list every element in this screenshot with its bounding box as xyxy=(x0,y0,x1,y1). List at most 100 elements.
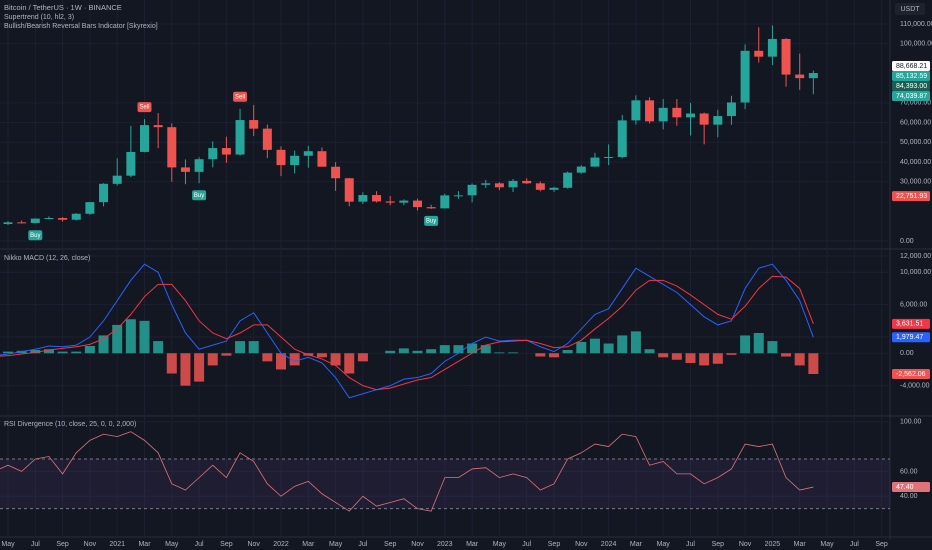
candle-body xyxy=(3,222,13,224)
histogram-bar xyxy=(248,341,259,354)
x-tick-label: May xyxy=(820,541,834,548)
price-label: 1,979.47 xyxy=(896,334,923,341)
rsi-title: RSI Divergence (10, close, 25, 0, 0, 2,0… xyxy=(4,421,136,428)
candle-body xyxy=(631,100,641,121)
y-tick-label: 60.00 xyxy=(900,468,918,475)
histogram-bar xyxy=(494,352,505,354)
x-tick-label: Sep xyxy=(56,541,69,548)
candle-body xyxy=(399,200,409,203)
signal-box xyxy=(192,190,207,201)
x-tick-label: May xyxy=(493,541,507,548)
candle-body xyxy=(508,180,518,188)
histogram-bar xyxy=(289,353,300,366)
y-tick-label: 40.00 xyxy=(900,493,918,500)
candle-body xyxy=(754,50,764,57)
price-label-box xyxy=(892,318,930,329)
candle-body xyxy=(617,120,627,157)
histogram-bar xyxy=(480,345,491,354)
candle-body xyxy=(71,213,81,220)
candle-body xyxy=(167,127,177,168)
candle-body xyxy=(140,125,149,152)
histogram-bar xyxy=(125,319,136,354)
price-label: 84,393.00 xyxy=(896,83,927,90)
histogram-bar xyxy=(781,353,792,357)
currency: USDT xyxy=(900,6,920,13)
candle-body xyxy=(30,218,40,223)
histogram-bar xyxy=(330,353,341,366)
candle-body xyxy=(726,102,736,117)
candle-body xyxy=(180,167,190,172)
candle-body xyxy=(494,183,504,188)
macd-title: Nikko MACD (12, 26, close) xyxy=(4,255,90,262)
y-tick-label: 110,000.00 xyxy=(900,21,932,28)
histogram-bar xyxy=(658,353,669,358)
histogram-bar xyxy=(808,353,819,375)
y-tick-label: 30,000.00 xyxy=(900,179,931,186)
candle-body xyxy=(440,195,450,209)
y-tick-label: 50,000.00 xyxy=(900,139,931,146)
candle-body xyxy=(645,100,655,122)
histogram-bar xyxy=(740,335,751,354)
candle-body xyxy=(153,125,163,128)
price-label: -2,562.06 xyxy=(896,371,926,378)
symbol-title: Bitcoin / TetherUS · 1W · BINANCE xyxy=(4,3,122,12)
x-tick-label: Mar xyxy=(630,541,643,548)
candle-body xyxy=(767,38,777,57)
signal-box xyxy=(28,230,43,241)
y-tick-label: 0.00 xyxy=(900,350,914,357)
histogram-bar xyxy=(767,341,778,354)
candle-body xyxy=(740,50,750,103)
indicator-title: Bullish/Bearish Reversal Bars Indicator … xyxy=(4,23,158,30)
price-label-box xyxy=(892,71,930,82)
signal-label: Sell xyxy=(139,105,149,111)
candle-body xyxy=(317,151,327,167)
price-label-box xyxy=(892,81,930,92)
candle-body xyxy=(781,38,791,75)
candle-body xyxy=(303,151,313,156)
price-label-box xyxy=(892,332,930,343)
candle-body xyxy=(549,187,559,190)
candle-body xyxy=(658,107,668,122)
y-tick-label: -4,000.00 xyxy=(900,382,930,389)
candle-body xyxy=(112,175,122,184)
histogram-bar xyxy=(589,338,600,354)
signal-line xyxy=(0,275,814,391)
x-tick-label: 2024 xyxy=(601,541,617,548)
histogram-bar xyxy=(221,353,232,356)
currency-box[interactable] xyxy=(895,3,925,15)
x-tick-label: 2025 xyxy=(765,541,781,548)
x-tick-label: Jul xyxy=(850,541,859,548)
candle-body xyxy=(590,157,600,167)
x-tick-label: May xyxy=(165,541,179,548)
x-tick-label: 2023 xyxy=(437,541,453,548)
histogram-bar xyxy=(357,353,368,362)
candle-body xyxy=(126,151,136,176)
price-label-box xyxy=(892,191,930,202)
candle-body xyxy=(44,218,54,220)
signal-label: Buy xyxy=(194,193,204,199)
rsi-line xyxy=(0,431,814,512)
candle-body xyxy=(808,73,818,79)
histogram-bar xyxy=(207,353,218,366)
histogram-bar xyxy=(576,341,587,354)
histogram-bar xyxy=(139,320,150,354)
candle-body xyxy=(467,184,477,196)
histogram-bar xyxy=(316,353,327,358)
y-tick-label: 0.00 xyxy=(900,238,914,245)
signal-label: Sell xyxy=(235,94,245,100)
price-label: 47.40 xyxy=(896,484,914,491)
candle-body xyxy=(208,148,218,160)
histogram-bar xyxy=(385,350,396,354)
y-tick-label: 100.00 xyxy=(900,419,922,426)
price-label-box xyxy=(892,482,930,493)
candle-body xyxy=(99,183,109,203)
candle-body xyxy=(276,149,286,166)
candle-body xyxy=(358,195,368,202)
candle-body xyxy=(522,180,532,184)
plot-area: Buy Sell Buy Sell Buy xyxy=(0,0,890,537)
histogram-bar xyxy=(712,353,723,364)
histogram-bar xyxy=(30,350,41,354)
candle-body xyxy=(481,183,491,185)
y-tick-label: 40,000.00 xyxy=(900,159,931,166)
